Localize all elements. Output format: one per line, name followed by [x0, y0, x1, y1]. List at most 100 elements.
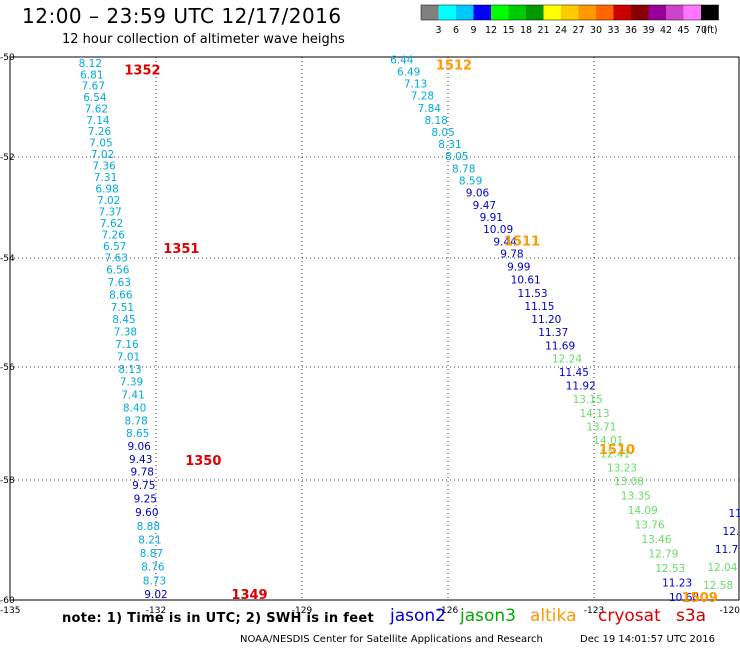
- wave-height-value: 11.69: [545, 340, 575, 352]
- wave-height-value: 11.45: [559, 367, 589, 379]
- wave-height-value: 10.09: [483, 224, 513, 236]
- wave-height-value: 9.78: [131, 467, 154, 479]
- wave-height-value: 7.26: [88, 126, 112, 138]
- wave-height-value: 9.06: [466, 188, 490, 200]
- wave-height-value: 7.16: [115, 339, 139, 351]
- wave-height-value: 7.26: [102, 229, 126, 241]
- scale-swatch: [491, 5, 509, 20]
- wave-height-value: 7.41: [121, 390, 144, 402]
- track-1512-1509: 6.446.497.137.287.848.188.058.318.058.78…: [390, 55, 699, 605]
- scale-label: 21: [537, 25, 549, 36]
- wave-height-value: 8.78: [452, 163, 475, 175]
- wave-height-value: 13.15: [573, 394, 603, 406]
- pass-number-label: 1509: [682, 591, 718, 606]
- wave-height-value: 9.25: [134, 493, 157, 505]
- wave-height-value: 12.53: [655, 563, 685, 575]
- scale-label: 18: [520, 25, 532, 36]
- lon-tick-label: -126: [438, 606, 459, 616]
- wave-height-value: 7.28: [411, 91, 434, 103]
- wave-height-value: 8.66: [109, 289, 133, 301]
- lat-tick-label: -52: [0, 153, 15, 163]
- wave-height-value: 6.81: [80, 69, 103, 81]
- lat-tick-label: -54: [0, 254, 15, 264]
- scale-swatch: [666, 5, 684, 20]
- wave-height-value: 8.76: [141, 562, 165, 574]
- scale-swatch: [508, 5, 526, 20]
- color-scale-legend: 3 6 9 12 15 18 21 24 27 30 33 36 39 42 45 70(ft): [420, 4, 719, 36]
- wave-height-value: 7.14: [86, 115, 110, 127]
- wave-height-value: 7.01: [117, 351, 140, 363]
- wave-height-value: 7.63: [108, 277, 131, 289]
- wave-height-value: 9.06: [127, 441, 151, 453]
- wave-height-value: 11.7: [715, 544, 738, 556]
- wave-height-value: 8.45: [112, 314, 135, 326]
- wave-height-value: 13.71: [586, 421, 616, 433]
- scale-label: 6: [453, 25, 459, 36]
- wave-height-value: 7.02: [91, 149, 114, 161]
- generated-timestamp: Dec 19 14:01:57 UTC 2016: [580, 634, 715, 645]
- scale-swatch: [526, 5, 544, 20]
- scale-label: 45: [677, 25, 689, 36]
- scale-swatch: [543, 5, 561, 20]
- wave-height-value: 8.13: [118, 364, 141, 376]
- wave-height-value: 11.37: [538, 327, 568, 339]
- footnote: note: 1) Time is in UTC; 2) SWH is in fe…: [62, 611, 374, 626]
- wave-height-value: 11.20: [531, 314, 561, 326]
- wave-height-value: 9.47: [473, 200, 496, 212]
- lat-tick-label: -56: [0, 363, 15, 373]
- wave-height-value: 13.08: [614, 476, 644, 488]
- scale-label: 70: [695, 25, 707, 36]
- scale-label: 9: [470, 25, 476, 36]
- wave-height-value: 14.09: [628, 505, 658, 517]
- lat-tick-label: -60: [0, 596, 15, 606]
- wave-height-value: 9.02: [144, 589, 167, 601]
- wave-height-value: 12.: [723, 526, 740, 538]
- scale-swatch: [473, 5, 491, 20]
- wave-height-value: 12.24: [552, 354, 582, 366]
- wave-height-value: 7.63: [105, 252, 128, 264]
- scale-border: [420, 4, 719, 21]
- pass-labels: 1352 1351 1350 1349 1512 1511 1510 1509: [124, 59, 717, 607]
- scale-swatch: [613, 5, 631, 20]
- wave-height-value: 7.37: [98, 206, 121, 218]
- pass-number-label: 1510: [599, 443, 635, 458]
- pass-number-label: 1511: [504, 234, 540, 249]
- pass-number-label: 1349: [231, 588, 267, 603]
- wave-height-value: 7.36: [92, 160, 116, 172]
- pass-number-label: 1352: [124, 64, 160, 79]
- wave-height-value: 9.44: [493, 236, 517, 248]
- scale-swatch: [421, 5, 439, 20]
- scale-swatch: [438, 5, 456, 20]
- scale-label: 15: [502, 25, 514, 36]
- wave-height-value: 7.62: [85, 103, 108, 115]
- page-title: 12:00 – 23:59 UTC 12/17/2016: [22, 4, 342, 28]
- pass-number-label: 1512: [436, 59, 472, 74]
- scale-label: 42: [660, 25, 672, 36]
- wave-height-value: 7.84: [418, 103, 442, 115]
- wave-height-value: 10.60: [669, 592, 699, 604]
- legend-jason2: jason2: [390, 606, 446, 626]
- lon-tick-label: -135: [0, 606, 20, 616]
- page-subtitle: 12 hour collection of altimeter wave hei…: [62, 32, 345, 47]
- scale-swatch: [648, 5, 666, 20]
- lon-tick-label: -120: [720, 606, 740, 616]
- scale-swatch: [578, 5, 596, 20]
- wave-height-value: 7.67: [82, 81, 105, 93]
- legend-s3a: s3a: [676, 606, 707, 626]
- wave-height-value: 8.78: [124, 415, 147, 427]
- pass-number-label: 1350: [185, 454, 221, 469]
- scale-swatch: [683, 5, 701, 20]
- wave-height-value: 9.78: [500, 249, 523, 261]
- wave-height-value: 13.76: [635, 520, 665, 532]
- scale-label: 12: [485, 25, 497, 36]
- scale-swatch: [596, 5, 614, 20]
- wave-height-value: 12.58: [703, 580, 733, 592]
- wave-height-value: 7.31: [94, 172, 117, 184]
- legend-altika: altika: [530, 606, 577, 626]
- wave-height-value: 11.23: [662, 578, 692, 590]
- legend-cryosat: cryosat: [598, 606, 661, 626]
- wave-height-value: 8.87: [140, 548, 163, 560]
- scale-unit: (ft): [703, 25, 717, 36]
- wave-height-value: 7.62: [100, 218, 123, 230]
